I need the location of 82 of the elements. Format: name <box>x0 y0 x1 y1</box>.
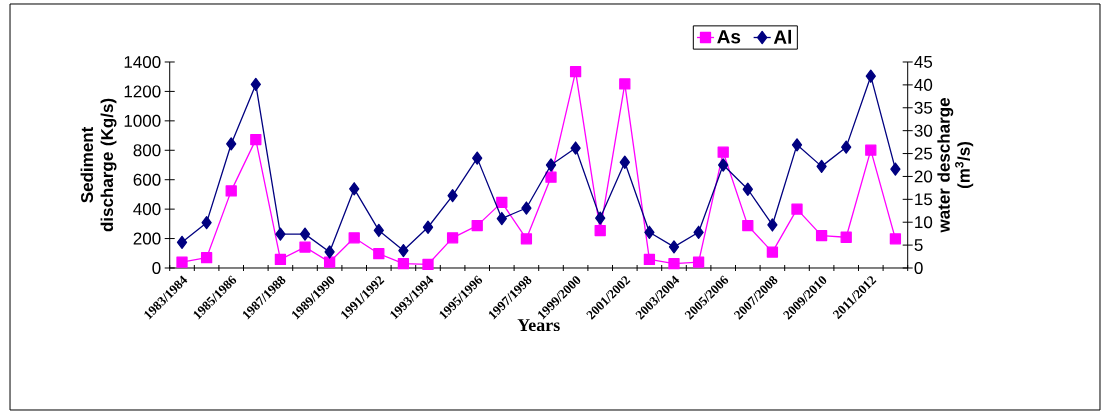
point <box>815 229 828 242</box>
y2-tick-label: 40 <box>914 78 933 91</box>
point <box>250 133 262 146</box>
legend-label: As <box>717 30 741 44</box>
point <box>865 69 876 83</box>
point <box>471 219 483 232</box>
y-tick-label: 600 <box>133 173 161 186</box>
y2-tick-label: 25 <box>914 147 933 160</box>
point <box>791 203 803 215</box>
point <box>816 159 827 174</box>
point <box>373 223 384 238</box>
point <box>200 252 213 264</box>
point <box>668 258 680 270</box>
point <box>595 211 606 225</box>
point <box>323 256 336 268</box>
y-tick-label: 800 <box>133 144 161 157</box>
point <box>447 189 458 203</box>
point <box>718 158 729 172</box>
point <box>299 241 311 253</box>
point <box>201 216 212 230</box>
point <box>446 232 459 244</box>
point <box>275 227 286 241</box>
legend-label: Al <box>773 29 792 44</box>
point <box>496 211 507 226</box>
y2-tick-label: 0 <box>914 261 923 275</box>
y-axis-title: Sediment discharge (Kg/s) <box>80 98 117 232</box>
point <box>373 248 385 260</box>
point <box>742 219 754 232</box>
point <box>569 66 582 78</box>
point <box>472 151 483 165</box>
point <box>570 141 581 155</box>
point <box>225 185 237 197</box>
point <box>545 158 557 172</box>
y-tick-label: 1200 <box>124 85 161 98</box>
y2-tick-label: 10 <box>915 216 933 229</box>
y2-tick-label: 20 <box>914 170 933 183</box>
y-tick-label: 400 <box>133 203 161 216</box>
point <box>398 243 409 258</box>
point <box>889 233 902 245</box>
point <box>176 235 188 249</box>
y2-tick-label: 45 <box>914 56 933 68</box>
point <box>791 138 803 152</box>
point <box>619 155 630 169</box>
point <box>520 233 533 245</box>
point <box>521 201 532 215</box>
point <box>496 196 508 209</box>
point <box>840 231 852 243</box>
point <box>349 182 360 196</box>
point <box>841 140 852 154</box>
point <box>397 258 410 270</box>
point <box>422 258 434 271</box>
point <box>348 232 360 244</box>
y-tick-label: 0 <box>152 261 161 275</box>
point <box>324 245 335 259</box>
point <box>594 224 606 237</box>
point <box>226 137 237 151</box>
point <box>619 78 631 90</box>
y2-tick-label: 30 <box>914 124 933 137</box>
point <box>865 144 877 156</box>
point <box>299 227 311 241</box>
point <box>545 171 557 183</box>
y-tick-label: 1400 <box>124 55 161 69</box>
y2-tick-label: 5 <box>914 239 923 252</box>
x-axis-title: Years <box>517 319 560 332</box>
point <box>250 77 261 92</box>
point <box>176 256 188 268</box>
point <box>644 225 655 239</box>
point <box>767 218 778 232</box>
y-tick-label: 1000 <box>124 114 161 127</box>
y-tick-label: 200 <box>133 232 161 245</box>
y2-tick-label: 15 <box>915 193 933 206</box>
point <box>742 182 753 196</box>
point <box>717 146 729 158</box>
point <box>643 253 656 266</box>
point <box>890 162 901 176</box>
point <box>422 220 434 234</box>
y2-tick-label: 35 <box>914 101 933 114</box>
point <box>766 246 779 258</box>
point <box>668 240 680 254</box>
point <box>693 225 704 239</box>
point <box>274 253 287 266</box>
point <box>692 256 705 268</box>
